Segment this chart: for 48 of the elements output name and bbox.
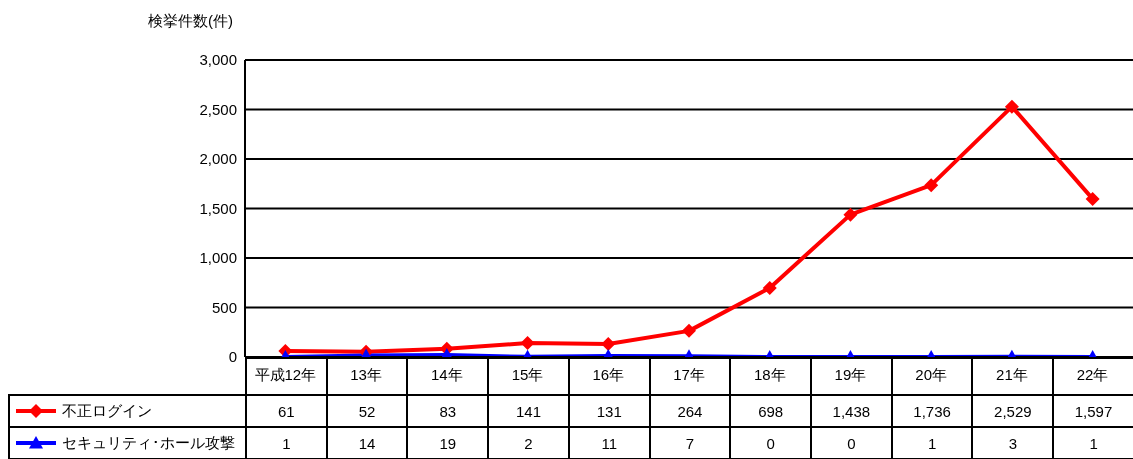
data-label: 83 (407, 395, 489, 427)
x-tick-label: 13年 (350, 365, 382, 383)
x-tick-label: 20年 (915, 365, 948, 383)
data-label: 1 (246, 427, 327, 459)
x-tick-label: 18年 (753, 365, 786, 383)
data-label: 2,529 (972, 395, 1054, 427)
data-label: 14 (326, 427, 408, 459)
point (924, 178, 939, 193)
data-label: 7 (649, 427, 731, 459)
data-label: 3 (972, 427, 1054, 459)
data-label: 0 (730, 427, 812, 459)
y-tick-label: 3,000 (199, 51, 237, 69)
point (762, 280, 777, 295)
y-tick-label: 1,000 (199, 249, 237, 267)
data-label: 141 (488, 395, 569, 427)
data-label: 0 (811, 427, 892, 459)
data-label: 1 (891, 427, 973, 459)
y-tick-label: 0 (228, 348, 237, 366)
data-label: 264 (649, 395, 731, 427)
x-tick-label: 21年 (996, 365, 1028, 383)
x-tick-label: 15年 (511, 365, 544, 383)
point (843, 207, 858, 222)
x-tick-label: 22年 (1076, 365, 1109, 383)
y-tick-label: 2,000 (199, 150, 237, 168)
data-label: 1 (1053, 427, 1133, 459)
x-tick-label: 平成12年 (254, 365, 317, 383)
x-tick-label: 14年 (430, 365, 463, 383)
data-label: 1,736 (891, 395, 973, 427)
x-tick-label: 19年 (834, 365, 867, 383)
data-label: 1,597 (1053, 395, 1133, 427)
data-label: 698 (730, 395, 812, 427)
y-tick-label: 1,500 (199, 199, 237, 217)
data-label: 52 (326, 395, 408, 427)
point (1004, 99, 1019, 114)
data-label: 11 (568, 427, 650, 459)
y-tick-label: 500 (211, 298, 237, 316)
legend-label: 不正ログイン (62, 401, 152, 419)
data-label: 1,438 (811, 395, 892, 427)
point (1085, 191, 1100, 206)
legend-label: セキュリティ･ホール攻撃 (62, 433, 235, 451)
data-label: 131 (568, 395, 650, 427)
y-axis-title: 検挙件数(件) (148, 12, 233, 31)
data-label: 61 (246, 395, 327, 427)
x-tick-label: 16年 (592, 365, 625, 383)
data-label: 2 (488, 427, 569, 459)
data-label: 19 (407, 427, 489, 459)
y-tick-label: 2,500 (199, 100, 237, 118)
x-tick-label: 17年 (673, 365, 705, 383)
